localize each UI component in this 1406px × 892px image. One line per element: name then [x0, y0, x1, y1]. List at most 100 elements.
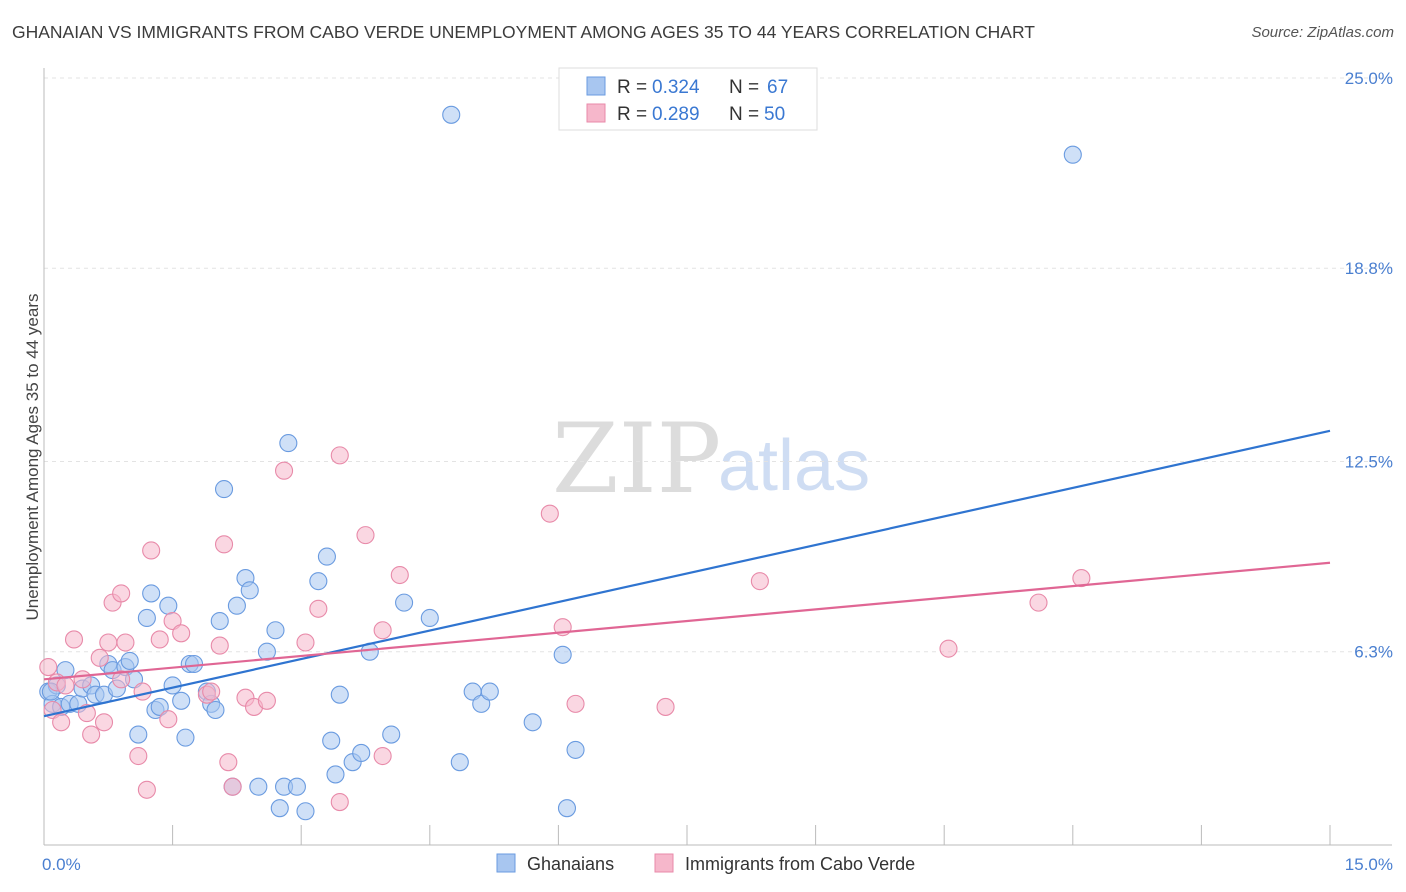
legend-n-value-1: 50	[764, 104, 785, 125]
cabo-verde-point-38	[356, 526, 375, 545]
legend-swatch-pink	[586, 103, 606, 123]
x-tick-labels: 0.0% 15.0%	[42, 855, 1393, 874]
cabo-verde-point-10	[94, 713, 114, 732]
y-axis-label: Unemployment Among Ages 35 to 44 years	[23, 294, 42, 621]
cabo-verde-point-35	[309, 599, 328, 618]
y-tick-label-3: 25.0%	[1345, 69, 1393, 88]
bottom-legend-swatch-blue	[496, 853, 516, 873]
chart-source: Source: ZipAtlas.com	[1251, 24, 1394, 41]
ghanaians-point-19	[142, 584, 161, 603]
watermark-atlas: atlas	[718, 426, 870, 506]
ghanaians-point-49	[330, 685, 349, 704]
ghanaians-point-60	[480, 682, 499, 701]
ghanaians-point-53	[382, 725, 401, 744]
chart-title: GHANAIAN VS IMMIGRANTS FROM CABO VERDE U…	[12, 22, 1035, 42]
cabo-verde-point-20	[150, 630, 169, 649]
ghanaians-point-17	[129, 725, 148, 744]
ghanaians-point-15	[120, 651, 139, 670]
legend-r-label-1: R =	[617, 104, 647, 125]
legend-r-value-0: 0.324	[652, 77, 700, 98]
y-tick-label-2: 18.8%	[1345, 259, 1393, 278]
cabo-verde-point-18	[137, 780, 156, 799]
cabo-verde-point-16	[129, 746, 148, 766]
cabo-verde-trend-line	[43, 561, 1331, 681]
ghanaians-point-56	[442, 105, 461, 124]
cabo-verde-point-28	[219, 753, 238, 772]
cabo-verde-point-42	[540, 504, 559, 523]
cabo-verde-point-0	[39, 658, 58, 677]
cabo-verde-point-6	[73, 670, 92, 689]
cabo-verde-point-44	[566, 694, 585, 713]
cabo-verde-point-17	[133, 682, 152, 701]
ghanaians-point-47	[322, 731, 341, 750]
cabo-verde-point-48	[1029, 593, 1048, 612]
cabo-verde-point-32	[257, 691, 276, 710]
x-tick-label-0: 0.0%	[42, 855, 81, 874]
cabo-verde-point-5	[64, 630, 84, 649]
ghanaians-point-54	[395, 593, 414, 612]
ghanaians-point-44	[296, 802, 315, 821]
bottom-legend: Ghanaians Immigrants from Cabo Verde	[496, 853, 915, 874]
ghanaians-point-62	[553, 645, 572, 664]
ghanaians-point-34	[227, 596, 246, 615]
ghanaians-point-57	[450, 753, 469, 772]
series-cabo-verde-points	[39, 446, 1091, 812]
ghanaians-point-51	[352, 743, 371, 763]
cabo-verde-point-46	[750, 572, 769, 591]
cabo-verde-point-37	[330, 792, 349, 812]
ghanaians-point-64	[566, 740, 585, 759]
ghanaians-point-37	[249, 777, 268, 796]
cabo-verde-point-11	[99, 633, 118, 652]
ghanaians-point-24	[172, 691, 191, 710]
ghanaians-point-32	[214, 480, 234, 499]
cabo-verde-point-49	[1072, 569, 1091, 588]
cabo-verde-point-25	[202, 682, 221, 701]
cabo-verde-point-7	[77, 704, 96, 723]
top-legend: R = 0.324 N = 67 R = 0.289 N = 50	[558, 67, 818, 131]
ghanaians-trend-line	[43, 429, 1331, 718]
ghanaians-point-65	[1063, 145, 1082, 164]
legend-r-label-0: R =	[617, 77, 647, 98]
ghanaians-point-63	[557, 799, 577, 818]
ghanaians-point-21	[150, 697, 169, 716]
cabo-verde-point-27	[214, 535, 234, 554]
ghanaians-point-55	[420, 608, 439, 628]
cabo-verde-point-4	[56, 676, 75, 695]
watermark-zip: ZIP	[552, 403, 721, 515]
cabo-verde-point-29	[223, 777, 242, 796]
bottom-legend-label-cabo-verde: Immigrants from Cabo Verde	[685, 854, 915, 874]
ghanaians-point-45	[309, 572, 328, 591]
cabo-verde-point-39	[373, 746, 392, 766]
cabo-verde-point-22	[163, 611, 182, 631]
cabo-verde-point-34	[296, 633, 315, 652]
cabo-verde-point-21	[159, 710, 178, 729]
cabo-verde-point-40	[373, 621, 392, 640]
ghanaians-point-36	[240, 581, 259, 600]
cabo-verde-point-45	[656, 697, 675, 716]
ghanaians-point-61	[523, 713, 542, 732]
y-tick-label-0: 6.3%	[1354, 643, 1393, 662]
axes	[43, 68, 1392, 846]
ghanaians-point-48	[326, 765, 345, 784]
ghanaians-point-42	[279, 434, 298, 453]
cabo-verde-point-3	[52, 713, 71, 732]
cabo-verde-point-33	[275, 461, 294, 480]
ghanaians-point-25	[176, 728, 195, 747]
ghanaians-point-18	[137, 608, 156, 628]
watermark: ZIP atlas	[552, 403, 870, 515]
y-tick-labels: 6.3% 12.5% 18.8% 25.0%	[1345, 69, 1393, 662]
ghanaians-point-27	[184, 654, 204, 674]
legend-swatch-blue	[586, 76, 606, 96]
cabo-verde-point-13	[112, 670, 131, 689]
cabo-verde-point-36	[330, 446, 349, 465]
cabo-verde-point-15	[116, 633, 135, 652]
ghanaians-point-30	[206, 700, 225, 720]
cabo-verde-point-23	[172, 624, 191, 643]
legend-n-value-0: 67	[767, 77, 788, 98]
ghanaians-point-39	[266, 621, 285, 640]
cabo-verde-point-8	[82, 725, 101, 744]
legend-n-label-1: N =	[729, 104, 759, 125]
ghanaians-point-59	[472, 694, 491, 713]
cabo-verde-point-19	[142, 541, 161, 560]
